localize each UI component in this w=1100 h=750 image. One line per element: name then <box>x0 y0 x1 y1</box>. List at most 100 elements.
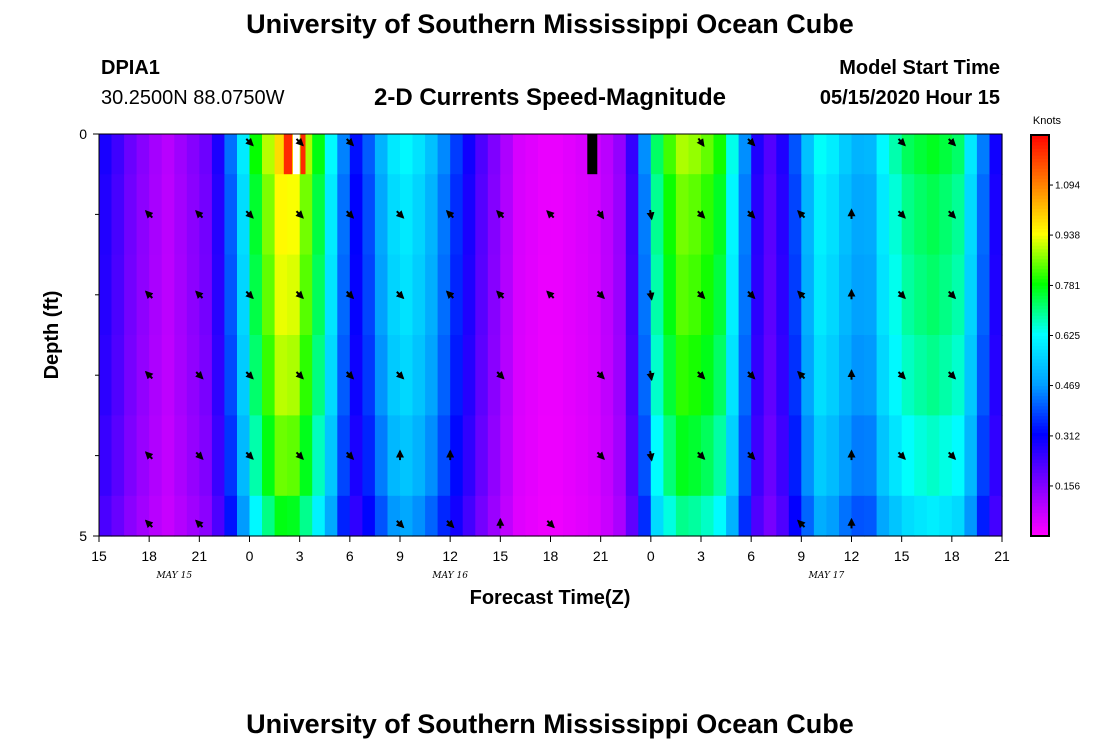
heatmap-cell <box>425 495 439 537</box>
heatmap-cell <box>763 335 777 416</box>
x-tick-label: 21 <box>192 548 208 564</box>
heatmap-cell <box>839 254 853 336</box>
x-tick-label: 18 <box>944 548 960 564</box>
current-vector <box>797 210 806 219</box>
current-vector <box>144 451 154 460</box>
colorbar-segment <box>1031 355 1049 360</box>
heatmap-cell <box>99 495 113 537</box>
colorbar-segment <box>1031 495 1049 500</box>
colorbar-segment <box>1031 432 1049 437</box>
heatmap-cell <box>262 134 276 175</box>
heatmap-cell <box>776 254 790 336</box>
colorbar-segment <box>1031 469 1049 474</box>
heatmap-cell <box>124 335 138 416</box>
current-vector <box>496 210 505 219</box>
heatmap-cell <box>663 254 677 336</box>
surface-override-cell <box>587 134 598 175</box>
heatmap-cell <box>788 174 802 256</box>
heatmap-cell <box>926 495 940 537</box>
heatmap-cell <box>199 335 213 416</box>
heatmap-cell <box>588 335 602 416</box>
heatmap-cell <box>186 174 200 256</box>
heatmap-cell <box>625 134 639 175</box>
colorbar-segment <box>1031 302 1049 306</box>
colorbar-segment <box>1031 201 1049 206</box>
colorbar-segment <box>1031 215 1049 220</box>
current-vector <box>144 519 154 529</box>
colorbar-segment <box>1031 435 1049 440</box>
heatmap-cell <box>688 415 702 497</box>
heatmap-cell <box>412 134 426 175</box>
heatmap-cell <box>525 495 539 537</box>
colorbar-segment <box>1031 365 1049 370</box>
heatmap-cell <box>688 254 702 336</box>
heatmap-cell <box>211 335 225 416</box>
model-start-value: 05/15/2020 Hour 15 <box>819 87 1000 109</box>
heatmap-cell <box>224 254 238 336</box>
heatmap-cell <box>450 415 464 497</box>
heatmap-cell <box>976 134 990 175</box>
heatmap-cell <box>763 495 777 537</box>
heatmap-cell <box>976 174 990 256</box>
heatmap-cell <box>437 335 451 416</box>
heatmap-cell <box>914 134 928 175</box>
current-vector <box>295 210 304 219</box>
heatmap-cell <box>663 335 677 416</box>
heatmap-cell <box>337 174 351 256</box>
x-tick-label: 18 <box>141 548 157 564</box>
heatmap-cell <box>851 254 865 336</box>
heatmap-cell <box>186 335 200 416</box>
heatmap-cell <box>400 174 414 256</box>
heatmap-cell <box>249 134 263 175</box>
colorbar-segment <box>1031 265 1049 270</box>
heatmap-cell <box>751 254 765 336</box>
colorbar-segment <box>1031 195 1049 199</box>
heatmap-cell <box>186 495 200 537</box>
heatmap-cell <box>776 174 790 256</box>
heatmap-cell <box>450 495 464 537</box>
heatmap-cell <box>600 415 614 497</box>
heatmap-cell <box>625 174 639 256</box>
colorbar-segment <box>1031 238 1049 243</box>
heatmap-cell <box>864 174 878 256</box>
heatmap-cell <box>299 415 313 497</box>
heatmap-cell <box>575 415 589 497</box>
heatmap-cell <box>174 495 188 537</box>
colorbar-segment <box>1031 261 1049 266</box>
colorbar-segment <box>1031 485 1049 490</box>
heatmap-cell <box>425 254 439 336</box>
heatmap-cell <box>763 254 777 336</box>
heatmap-cell <box>450 134 464 175</box>
heatmap-cell <box>901 134 915 175</box>
heatmap-cell <box>675 495 689 537</box>
colorbar-segment <box>1031 308 1049 313</box>
colorbar-segment <box>1031 515 1049 520</box>
heatmap-cell <box>663 415 677 497</box>
colorbar-segment <box>1031 425 1049 430</box>
heatmap-cell <box>199 174 213 256</box>
colorbar-segment <box>1031 292 1049 296</box>
heatmap-cell <box>111 174 125 256</box>
colorbar-segment <box>1031 251 1049 256</box>
heatmap-cell <box>324 174 338 256</box>
heatmap-cell <box>864 254 878 336</box>
heatmap-cell <box>136 415 150 497</box>
heatmap-cell <box>475 134 489 175</box>
colorbar-segment <box>1031 465 1049 470</box>
heatmap-cell <box>851 134 865 175</box>
current-vector <box>947 371 957 380</box>
heatmap-cell <box>425 134 439 175</box>
current-vector <box>897 290 906 300</box>
heatmap-cell <box>224 335 238 416</box>
colorbar-segment <box>1031 245 1049 250</box>
colorbar-segment <box>1031 492 1049 497</box>
current-vector <box>445 290 455 299</box>
heatmap-cell <box>99 335 113 416</box>
current-vector <box>245 290 254 300</box>
colorbar-segment <box>1031 372 1049 377</box>
colorbar-segment <box>1031 258 1049 263</box>
colorbar-segment <box>1031 529 1049 534</box>
heatmap-cell <box>412 254 426 336</box>
current-vector <box>746 210 756 219</box>
heatmap-cell <box>487 335 501 416</box>
